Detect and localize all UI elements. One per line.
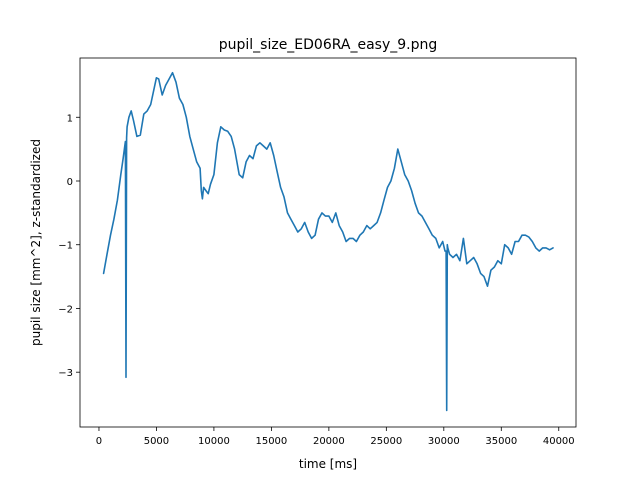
- y-axis-label: pupil size [mm^2], z-standardized: [29, 139, 43, 346]
- plot-area: [80, 58, 576, 427]
- x-tick-label: 0: [96, 436, 102, 447]
- x-axis-label: time [ms]: [299, 457, 357, 471]
- y-tick-label: 1: [67, 113, 73, 124]
- x-tick-label: 35000: [485, 436, 517, 447]
- series-line-0: [102, 71, 554, 412]
- x-tick-label: 5000: [144, 436, 169, 447]
- y-tick-label: −3: [58, 368, 73, 379]
- series-layer: [102, 71, 554, 412]
- chart-title: pupil_size_ED06RA_easy_9.png: [219, 37, 438, 53]
- x-axis: 0 5000 10000 15000 20000 25000 30000 35000 40000: [96, 427, 575, 447]
- x-tick-label: 30000: [428, 436, 460, 447]
- x-tick-label: 15000: [255, 436, 287, 447]
- y-tick-label: −1: [58, 241, 73, 252]
- x-tick-label: 25000: [370, 436, 402, 447]
- x-tick-label: 20000: [313, 436, 345, 447]
- x-tick-label: 40000: [543, 436, 575, 447]
- plot-frame: [79, 57, 577, 428]
- y-axis: −3 −2 −1 0 1: [58, 113, 80, 379]
- y-tick-label: −2: [58, 304, 73, 315]
- x-tick-label: 10000: [198, 436, 230, 447]
- y-tick-label: 0: [67, 177, 73, 188]
